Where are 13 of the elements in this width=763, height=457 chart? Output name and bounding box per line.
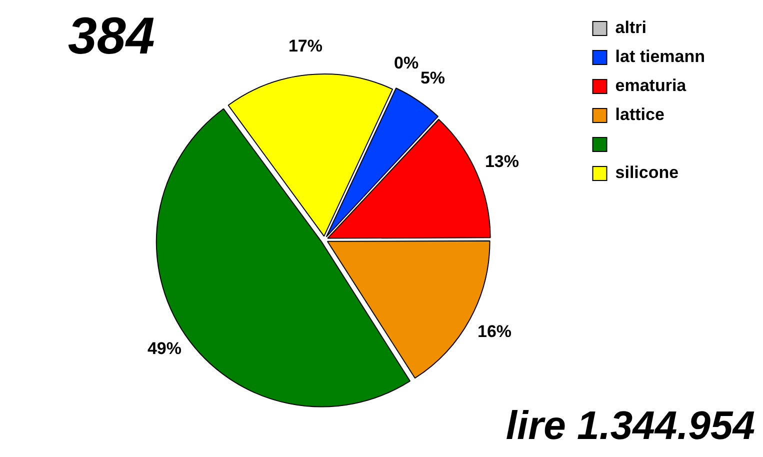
legend-label: lattice xyxy=(615,105,664,124)
data-label: 49% xyxy=(147,338,182,358)
data-label: 13% xyxy=(484,152,519,171)
legend-label: lat tiemann xyxy=(615,47,706,66)
text: lire 1.344.954 xyxy=(506,404,755,449)
data-label: 16% xyxy=(478,322,512,342)
legend-label: altri xyxy=(615,18,646,38)
text: 0% xyxy=(394,54,419,73)
legend-label: silicone xyxy=(615,163,679,182)
data-label: 17% xyxy=(288,36,322,56)
data-label: 5% xyxy=(420,68,446,88)
chart-title: 384 xyxy=(68,8,155,66)
legend-label: ematuria xyxy=(615,76,687,96)
